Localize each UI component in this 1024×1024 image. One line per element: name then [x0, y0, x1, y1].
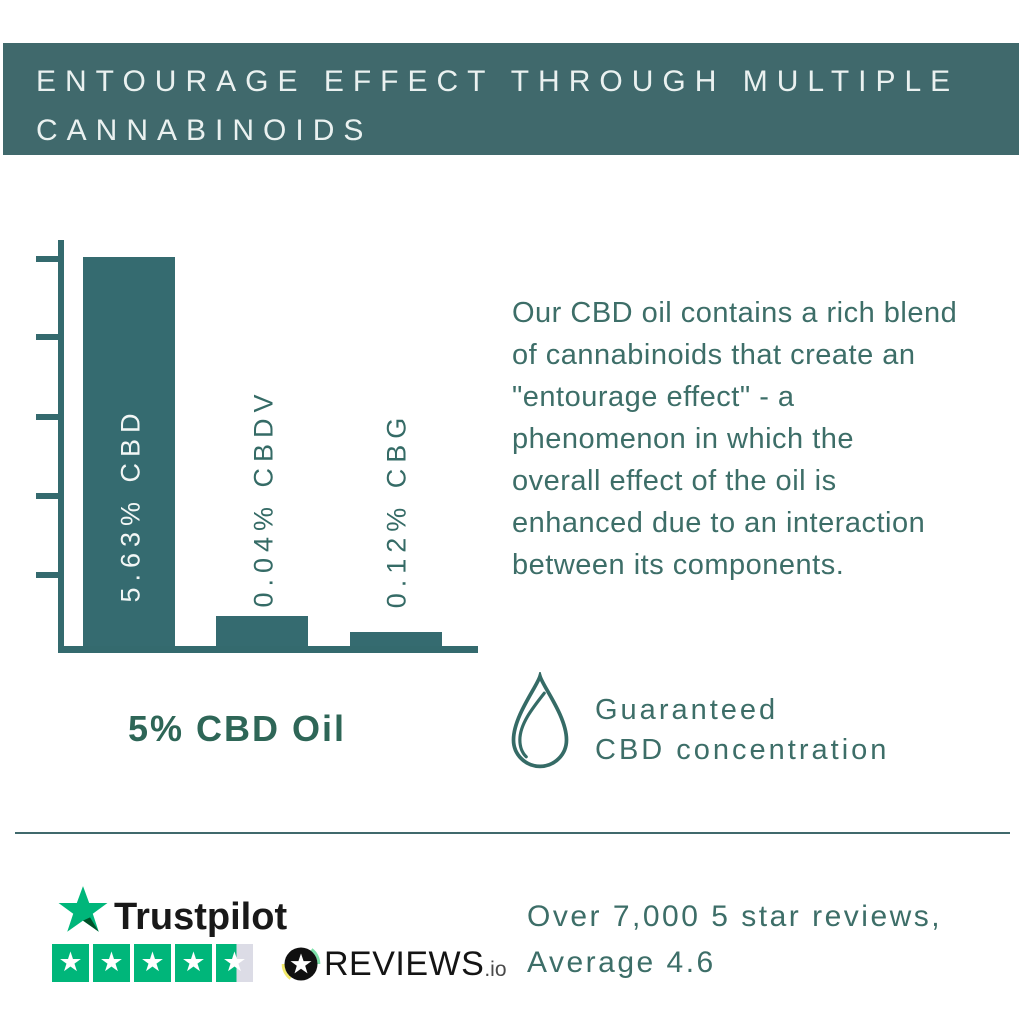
trustpilot-rating-star-full: ★	[52, 944, 89, 982]
trustpilot-rating-star-full: ★	[93, 944, 130, 982]
product-label: 5% CBD Oil	[128, 708, 347, 749]
y-axis-tick	[36, 414, 58, 420]
reviews-io-logo: REVIEWS .io	[281, 944, 507, 984]
y-axis	[58, 240, 64, 652]
trustpilot-rating-star-full: ★	[134, 944, 171, 982]
bar-label-cbd: 5.63% CBD	[115, 407, 146, 603]
y-axis-tick	[36, 334, 58, 340]
star-icon: ★	[99, 946, 124, 978]
star-icon: ★	[58, 946, 83, 978]
bar-cbd	[83, 257, 175, 646]
reviews-io-star-icon	[281, 947, 321, 981]
page-title: ENTOURAGE EFFECT THROUGH MULTIPLE CANNAB…	[36, 65, 960, 147]
trustpilot-rating: ★ ★ ★ ★ ★	[52, 944, 253, 982]
bar-cbg	[350, 632, 442, 646]
bar-label-cbdv: 0.04% CBDV	[248, 388, 279, 608]
star-icon: ★	[140, 946, 165, 978]
header-banner: ENTOURAGE EFFECT THROUGH MULTIPLE CANNAB…	[3, 43, 1019, 155]
guarantee-text: Guaranteed CBD concentration	[595, 694, 890, 766]
trustpilot-rating-star-full: ★	[175, 944, 212, 982]
droplet-icon	[511, 672, 569, 769]
y-axis-tick	[36, 256, 58, 262]
y-axis-tick	[36, 493, 58, 499]
bar-label-cbg: 0.12% CBG	[381, 411, 412, 609]
trustpilot-rating-star-half: ★	[216, 944, 253, 982]
star-icon: ★	[181, 946, 206, 978]
entourage-description: Our CBD oil contains a rich blend of can…	[512, 297, 958, 581]
x-axis	[58, 646, 478, 653]
star-icon: ★	[222, 946, 247, 978]
bar-cbdv	[216, 616, 308, 646]
y-axis-tick	[36, 572, 58, 578]
reviews-io-wordmark: REVIEWS	[324, 944, 485, 983]
reviews-io-suffix: .io	[484, 958, 507, 981]
section-divider	[15, 832, 1010, 834]
trustpilot-wordmark: Trustpilot	[114, 896, 288, 938]
review-summary: Over 7,000 5 star reviews, Average 4.6	[527, 900, 943, 979]
trustpilot-star-icon	[58, 886, 108, 932]
